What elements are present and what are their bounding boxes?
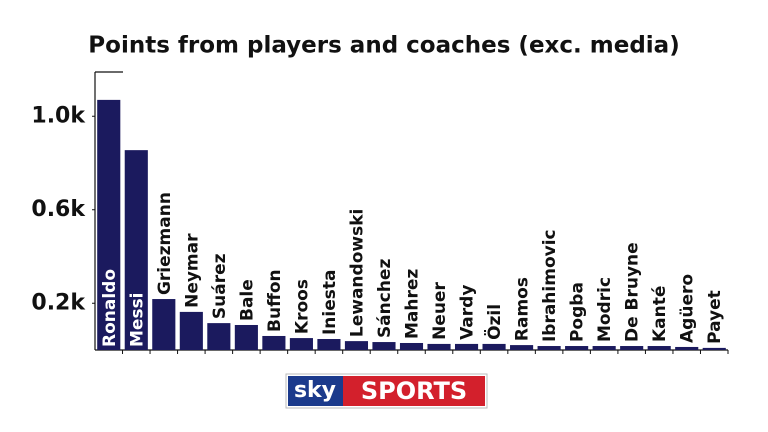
x-tick-label: Mahrez [403, 269, 423, 339]
x-tick-label: Messi [127, 292, 147, 347]
bar [97, 99, 121, 350]
x-tick-label: Ronaldo [100, 269, 120, 347]
bar [234, 324, 258, 350]
x-tick-label: Ramos [513, 277, 533, 341]
y-tick-label: 0.2k [31, 290, 86, 315]
bar [427, 343, 451, 350]
logo-sports-box [343, 376, 485, 406]
x-tick-label: Griezmann [155, 192, 175, 295]
y-tick-label: 0.6k [31, 197, 86, 222]
x-tick-label: Vardy [458, 285, 478, 340]
logo-sky: sky [294, 378, 336, 403]
x-tick-label: Bale [237, 279, 257, 321]
bar [510, 345, 534, 350]
x-tick-label: Kroos [292, 279, 312, 334]
x-tick-label: De Bruyne [623, 242, 643, 342]
bar [152, 299, 176, 350]
x-tick-label: Sánchez [375, 259, 395, 339]
bar [372, 342, 396, 350]
x-tick-label: Ibrahimovic [540, 229, 560, 342]
x-tick-label: Kanté [650, 286, 670, 342]
bar [124, 150, 148, 350]
x-tick-label: Modric [595, 277, 615, 342]
bar [620, 346, 644, 350]
bar [647, 346, 671, 350]
x-tick-label: Neuer [430, 282, 450, 340]
x-tick-label: Suárez [210, 253, 230, 319]
bar [565, 346, 589, 350]
logo-sports: SPORTS [361, 377, 467, 405]
logo: sky SPORTS [285, 373, 488, 409]
x-tick-label: Özil [483, 304, 505, 340]
bar [179, 311, 203, 350]
logo-sky-box [288, 376, 343, 406]
bar [344, 341, 369, 350]
bar [289, 338, 313, 350]
bar [454, 343, 479, 350]
x-tick-label: Lewandowski [347, 209, 367, 337]
chart-title: Points from players and coaches (exc. me… [88, 33, 679, 59]
bar [675, 346, 699, 350]
bar [592, 346, 616, 350]
x-tick-label: Iniesta [320, 269, 340, 335]
bar [207, 323, 231, 350]
x-tick-label: Neymar [182, 233, 202, 308]
bar [537, 346, 561, 350]
bar [702, 347, 726, 350]
x-tick-label: Buffon [265, 269, 285, 332]
bar [317, 339, 341, 350]
y-tick-label: 1.0k [31, 103, 86, 128]
bar [399, 342, 424, 350]
bar [262, 335, 286, 350]
bar [482, 343, 506, 350]
x-tick-label: Payet [705, 290, 725, 344]
x-tick-label: Agüero [678, 274, 698, 343]
x-tick-label: Pogba [568, 282, 588, 342]
